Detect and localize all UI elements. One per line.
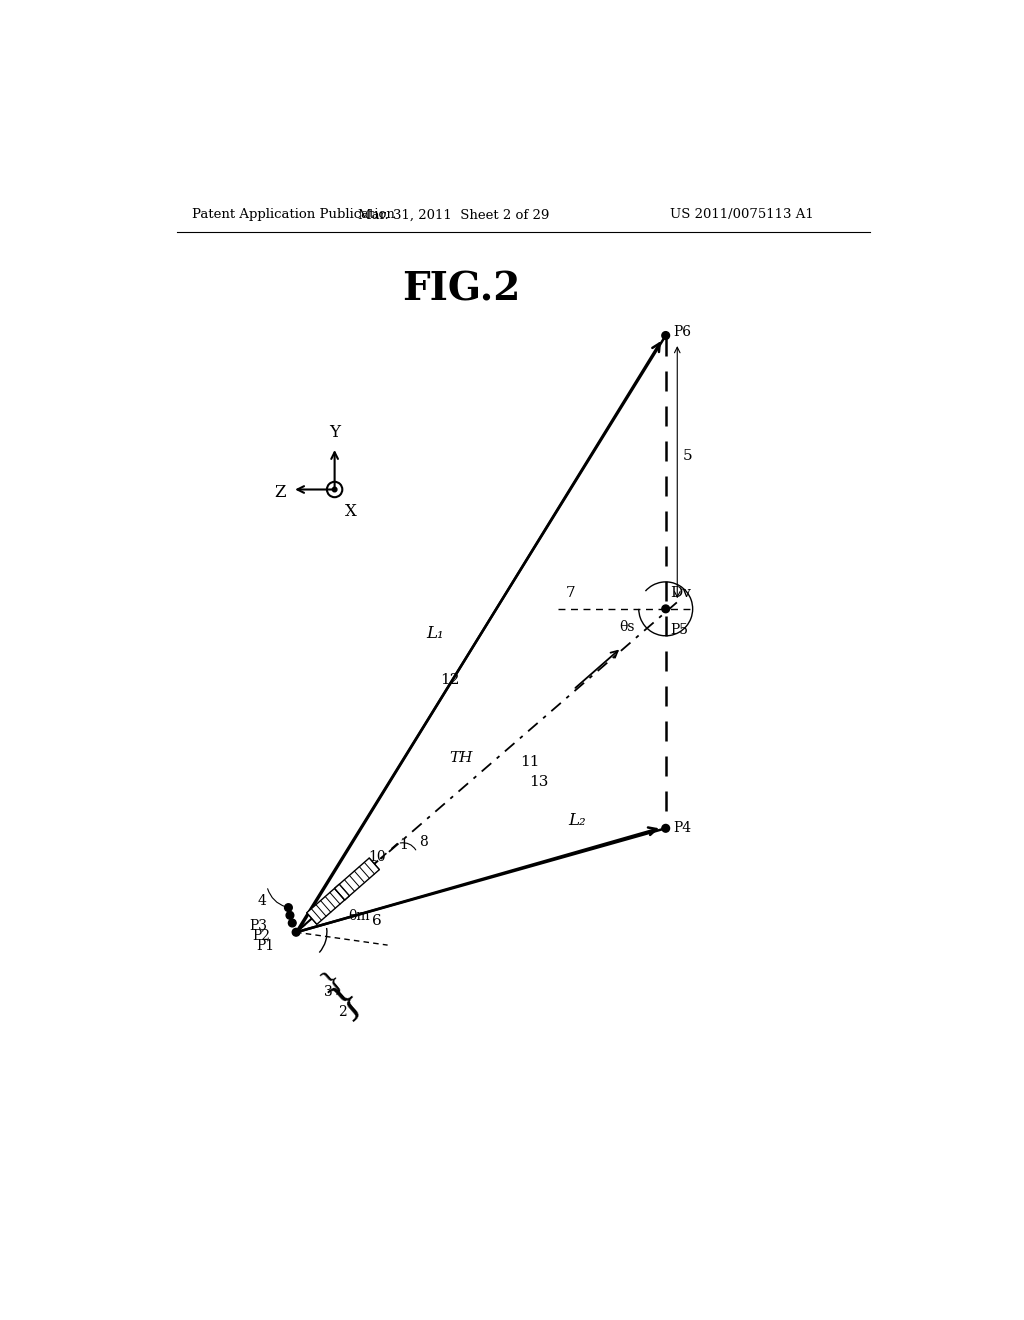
Text: Mar. 31, 2011  Sheet 2 of 29: Mar. 31, 2011 Sheet 2 of 29 [358,209,550,222]
Text: θs: θs [620,620,635,635]
Text: 2: 2 [338,1006,347,1019]
Text: L₁: L₁ [426,624,443,642]
Text: 13: 13 [529,775,548,789]
Polygon shape [335,858,380,900]
Text: 7: 7 [565,586,575,599]
Text: }: } [323,974,370,1023]
Circle shape [662,605,670,612]
Text: P4: P4 [674,821,691,836]
Text: Dv: Dv [671,586,691,599]
Text: 11: 11 [520,755,540,770]
Circle shape [662,825,670,832]
Text: 5: 5 [683,449,692,463]
Circle shape [662,331,670,339]
Text: Patent Application Publication: Patent Application Publication [193,209,395,222]
Text: X: X [345,503,357,520]
Text: 6: 6 [372,913,382,928]
Text: P2: P2 [252,929,270,942]
Circle shape [285,904,292,911]
Text: FIG.2: FIG.2 [402,271,521,308]
Text: 1: 1 [399,838,409,851]
Text: Z: Z [274,484,286,502]
Text: θm: θm [348,909,370,923]
Text: 3: 3 [324,985,333,999]
Text: 12: 12 [440,673,460,686]
Text: P5: P5 [671,623,688,636]
Text: }: } [316,964,347,995]
Circle shape [289,919,296,927]
Text: Y: Y [329,424,340,441]
Text: P3: P3 [249,919,267,933]
Text: TH: TH [450,751,472,766]
Text: US 2011/0075113 A1: US 2011/0075113 A1 [670,209,813,222]
Circle shape [333,487,337,492]
Text: L₂: L₂ [568,812,586,829]
Text: 10: 10 [369,850,386,863]
Polygon shape [306,884,349,924]
Text: P6: P6 [674,325,691,339]
Text: P1: P1 [256,939,274,953]
Circle shape [286,911,294,919]
Circle shape [292,928,300,936]
Text: 8: 8 [419,836,427,849]
Text: 4: 4 [258,895,267,908]
